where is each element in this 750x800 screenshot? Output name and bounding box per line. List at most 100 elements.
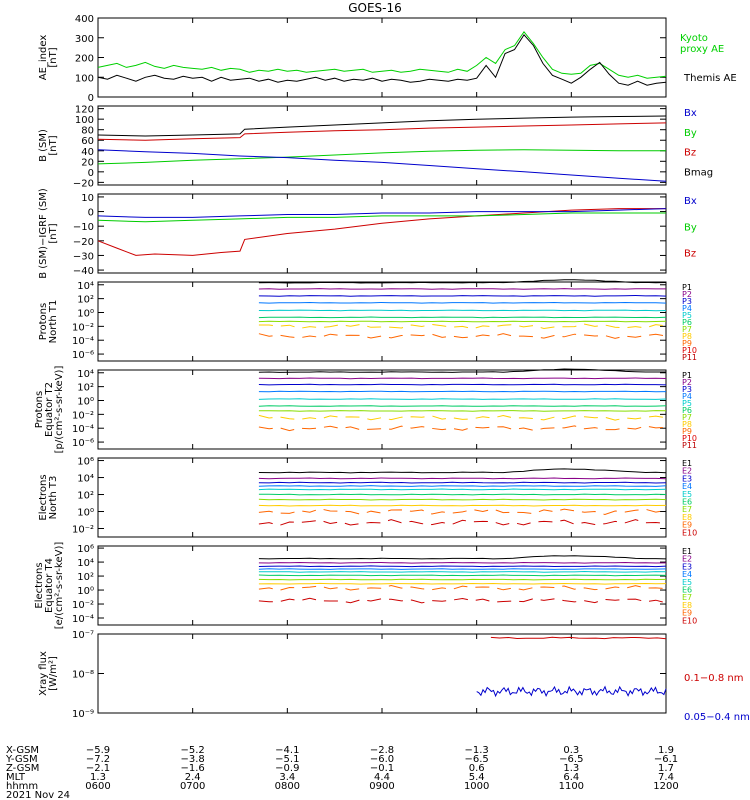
ephemeris-row-label: hhmm (6, 781, 38, 792)
legend-label: Bz (684, 249, 696, 260)
y-tick-label: 20 (81, 157, 94, 168)
flux-channel-line (258, 323, 667, 330)
y-tick-label: −20 (73, 178, 94, 189)
ephemeris-value: −5.2 (181, 745, 205, 756)
y-axis-label: [W/m²] (48, 656, 59, 691)
y-tick-label: 100 (75, 73, 94, 84)
channel-legend-label: E3 (682, 474, 692, 483)
ephemeris-value: 0.6 (469, 763, 485, 774)
flux-channel-line (258, 468, 667, 474)
channel-legend-label: E6 (682, 586, 692, 595)
ephemeris-value: −6.5 (465, 754, 489, 765)
flux-channel-line (258, 574, 667, 577)
channel-legend-label: P11 (682, 353, 697, 362)
channel-legend-label: E8 (682, 513, 692, 522)
y-axis-label: [nT] (48, 47, 59, 67)
y-tick-label: −30 (73, 251, 94, 262)
flux-channel-line (258, 383, 667, 386)
ephemeris-value: −6.0 (370, 754, 394, 765)
ephemeris-row-label: MLT (6, 772, 26, 783)
channel-legend-label: P7 (682, 413, 692, 422)
ephemeris-row-label: Z-GSM (6, 763, 39, 774)
legend-label: Bx (684, 196, 697, 207)
legend-label: Bz (684, 148, 696, 159)
y-tick-label: 10⁻⁹ (72, 709, 94, 720)
flux-channel-line (258, 333, 667, 339)
flux-channel-line (258, 414, 667, 421)
flux-channel-line (258, 508, 667, 516)
panel-frame (97, 17, 667, 98)
panel-5: 10⁻⁶ 10⁻⁴ 10⁻² 10⁰ 10² 10⁴ Protons Equator T2 [p… (34, 366, 697, 454)
y-axis-label: Electrons (34, 562, 45, 608)
flux-channel-line (258, 565, 667, 568)
flux-channel-line (258, 568, 667, 570)
y-axis-label: North T3 (48, 476, 59, 520)
flux-channel-line (258, 519, 667, 526)
y-tick-label: 10⁰ (77, 586, 94, 597)
y-tick-label: 0 (88, 168, 94, 179)
series-line (97, 33, 667, 86)
flux-channel-line (258, 398, 667, 400)
y-tick-label: 10⁴ (77, 558, 94, 569)
y-tick-label: 10² (77, 572, 94, 583)
ephemeris-value: −0.1 (370, 763, 394, 774)
ephemeris-value: 3.4 (279, 772, 295, 783)
y-tick-label: −20 (73, 237, 94, 248)
y-tick-label: 10⁻⁴ (72, 336, 94, 347)
legend-label: 0.1−0.8 nm (684, 673, 743, 684)
flux-channel-line (258, 405, 667, 407)
series-line (97, 149, 667, 182)
y-tick-label: 10⁻² (72, 322, 94, 333)
y-axis-label: Electrons (38, 474, 49, 520)
y-axis-label: AE_index (38, 35, 49, 81)
series-line (97, 115, 667, 137)
legend-label: 0.05−0.4 nm (684, 712, 750, 723)
flux-channel-line (258, 485, 667, 487)
ephemeris-value: 4.4 (374, 772, 390, 783)
y-tick-label: 10⁰ (77, 396, 94, 407)
flux-channel-line (258, 390, 667, 393)
xray-flux-line (490, 636, 667, 640)
flux-channel-line (258, 425, 667, 432)
panel-frame (97, 193, 667, 274)
ephemeris-value: 2.4 (185, 772, 201, 783)
channel-legend-label: E10 (682, 616, 697, 625)
ephemeris-value: −6.1 (654, 754, 678, 765)
ephemeris-value: 0.3 (563, 745, 579, 756)
legend-label: Bmag (684, 167, 713, 178)
channel-legend-label: E1 (682, 459, 692, 468)
ephemeris-value: 1000 (464, 781, 489, 792)
flux-channel-line (258, 570, 667, 573)
panel-4: 10⁻⁶ 10⁻⁴ 10⁻² 10⁰ 10² 10⁴ Protons North T1 P1P2… (38, 279, 697, 362)
chart-title: GOES-16 (348, 1, 402, 15)
channel-legend-label: E4 (682, 482, 692, 491)
flux-channel-line (258, 410, 667, 412)
flux-channel-line (258, 481, 667, 484)
channel-legend-label: E4 (682, 570, 692, 579)
y-axis-label: [p/(cm²-s-sr-keV)] (54, 366, 65, 454)
xray-flux-line (476, 685, 667, 698)
legend-label: By (684, 128, 697, 139)
date-label: 2021 Nov 24 (6, 790, 70, 800)
y-tick-label: 200 (75, 54, 94, 65)
channel-legend-label: E3 (682, 562, 692, 571)
panel-8: 10⁻⁹ 10⁻⁸ 10⁻⁷ Xray flux [W/m²] 0.1−0.8 nm 0.0… (38, 630, 750, 723)
ephemeris-value: 5.4 (469, 772, 485, 783)
y-axis-label: [nT] (48, 223, 59, 243)
ephemeris-row-label: X-GSM (6, 745, 39, 756)
panel-3: −40 −30 −20 −10 0 10 B (SM)−IGRF (SM) [nT] Bx By B… (38, 188, 697, 279)
legend-label: Kyoto (680, 33, 708, 44)
channel-legend-label: E5 (682, 578, 692, 587)
channel-legend-label: E5 (682, 490, 692, 499)
panel-frame (97, 105, 667, 186)
ephemeris-value: −5.1 (275, 754, 299, 765)
legend-label: Bx (684, 108, 697, 119)
flux-channel-line (258, 320, 667, 323)
y-tick-label: 0 (88, 208, 94, 219)
y-tick-label: 10² (77, 295, 94, 306)
y-tick-label: −40 (73, 266, 94, 277)
flux-channel-line (258, 597, 667, 604)
